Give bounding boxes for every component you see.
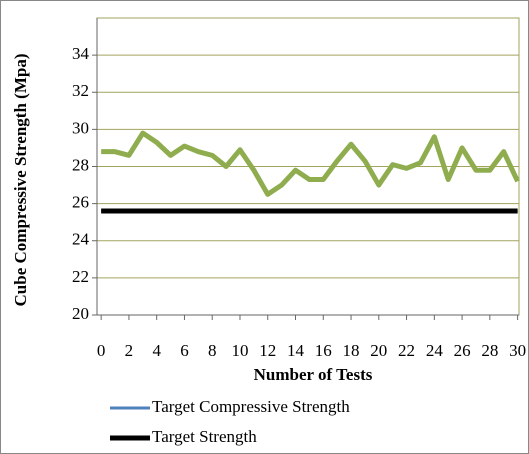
y-tick-label: 32 bbox=[72, 81, 89, 100]
x-tick-label: 28 bbox=[481, 341, 498, 360]
x-tick-label: 10 bbox=[231, 341, 248, 360]
x-axis-title: Number of Tests bbox=[254, 365, 373, 384]
x-tick-label: 22 bbox=[398, 341, 415, 360]
y-axis-title: Cube Compressive Strength (Mpa) bbox=[11, 54, 30, 307]
y-tick-label: 34 bbox=[72, 44, 90, 63]
y-tick-label: 24 bbox=[72, 230, 90, 249]
x-tick-label: 6 bbox=[180, 341, 189, 360]
x-tick-label: 24 bbox=[426, 341, 444, 360]
x-tick-label: 4 bbox=[152, 341, 161, 360]
x-tick-label: 26 bbox=[454, 341, 471, 360]
series-line bbox=[101, 130, 520, 197]
x-tick-label: 30 bbox=[509, 341, 526, 360]
x-tick-label: 2 bbox=[125, 341, 134, 360]
x-tick-label: 16 bbox=[315, 341, 332, 360]
x-tick-label: 14 bbox=[287, 341, 305, 360]
y-tick-label: 22 bbox=[72, 267, 89, 286]
legend-label: Target Strength bbox=[152, 427, 257, 446]
y-tick-label: 20 bbox=[72, 304, 89, 323]
x-tick-label: 12 bbox=[259, 341, 276, 360]
x-tick-label: 0 bbox=[97, 341, 106, 360]
x-tick-label: 20 bbox=[370, 341, 387, 360]
y-tick-label: 30 bbox=[72, 118, 89, 137]
legend-label: Target Compressive Strength bbox=[152, 397, 350, 416]
y-tick-label: 26 bbox=[72, 193, 89, 212]
x-tick-label: 18 bbox=[343, 341, 360, 360]
y-tick-label: 28 bbox=[72, 155, 89, 174]
x-tick-label: 8 bbox=[208, 341, 217, 360]
